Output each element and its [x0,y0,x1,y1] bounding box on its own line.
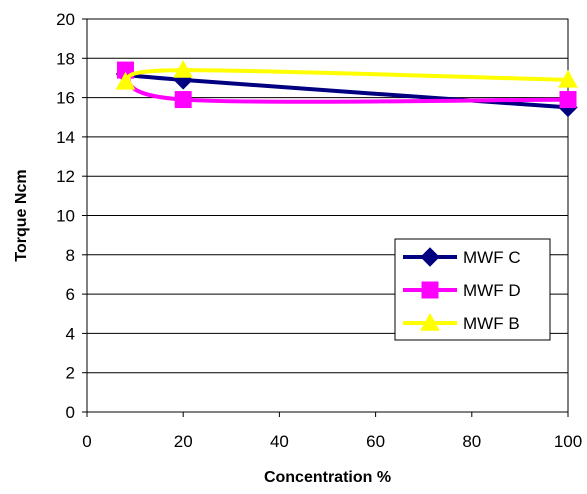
y-tick-label: 18 [56,49,75,68]
legend-item: MWF D [403,281,521,300]
y-tick-label: 0 [66,403,75,422]
y-tick-label: 2 [66,364,75,383]
x-tick-label: 60 [366,432,385,451]
y-tick-label: 8 [66,246,75,265]
y-tick-label: 10 [56,207,75,226]
y-tick-label: 12 [56,167,75,186]
y-tick-label: 14 [56,128,75,147]
data-point [174,91,192,109]
data-point [173,60,194,78]
series-mwf-b [115,60,578,90]
y-axis-title: Torque Ncm [13,169,30,261]
axis-ticks: 0 2 4 6 8 10 12 14 16 18 20 0 20 40 60 80 100 [56,10,582,451]
legend-marker [421,281,439,299]
x-axis-title: Concentration % [264,469,391,486]
x-tick-label: 0 [82,432,91,451]
x-tick-label: 20 [174,432,193,451]
y-tick-label: 6 [66,285,75,304]
data-point [558,69,578,88]
legend-label: MWF C [463,248,521,267]
y-tick-label: 16 [56,89,75,108]
legend: MWF C MWF D MWF B [394,238,551,341]
legend-item: MWF B [403,312,520,333]
legend-item: MWF C [403,247,521,267]
y-tick-label: 4 [66,324,75,343]
y-tick-label: 20 [56,10,75,29]
x-tick-label: 100 [554,432,582,451]
legend-label: MWF D [463,281,521,300]
x-tick-label: 40 [270,432,289,451]
legend-label: MWF B [463,314,520,333]
legend-marker [420,247,440,267]
series-layer [115,60,578,118]
series-line [124,68,569,84]
legend-marker [420,312,440,331]
data-point [559,91,577,109]
x-tick-label: 80 [462,432,481,451]
data-point [115,71,136,90]
